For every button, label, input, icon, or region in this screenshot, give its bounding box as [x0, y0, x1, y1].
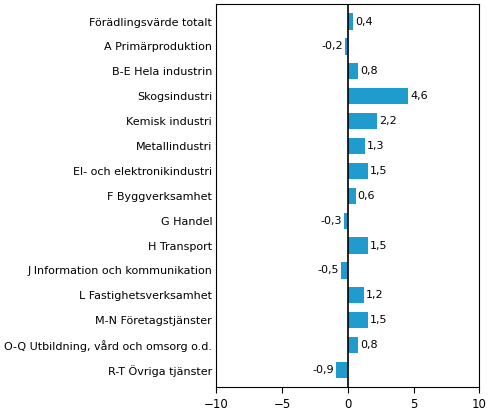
- Text: 0,4: 0,4: [355, 17, 373, 27]
- Bar: [348, 163, 368, 179]
- Bar: [348, 337, 358, 353]
- Text: 1,3: 1,3: [367, 141, 384, 151]
- Text: 2,2: 2,2: [379, 116, 397, 126]
- Bar: [336, 362, 348, 378]
- Text: 0,8: 0,8: [360, 340, 378, 350]
- Bar: [348, 113, 377, 129]
- Text: 1,5: 1,5: [370, 315, 387, 325]
- Bar: [348, 88, 409, 104]
- Text: 1,5: 1,5: [370, 166, 387, 176]
- Text: 0,8: 0,8: [360, 66, 378, 76]
- Bar: [348, 14, 353, 30]
- Text: 4,6: 4,6: [410, 91, 428, 101]
- Text: -0,2: -0,2: [322, 42, 343, 51]
- Bar: [348, 138, 365, 154]
- Text: 1,2: 1,2: [366, 290, 383, 300]
- Bar: [348, 312, 368, 328]
- Text: 1,5: 1,5: [370, 241, 387, 251]
- Bar: [348, 287, 364, 303]
- Bar: [345, 38, 348, 54]
- Text: -0,3: -0,3: [321, 216, 342, 226]
- Bar: [344, 212, 348, 229]
- Text: -0,9: -0,9: [312, 365, 334, 375]
- Bar: [348, 188, 356, 204]
- Bar: [341, 262, 348, 278]
- Text: 0,6: 0,6: [358, 191, 375, 201]
- Bar: [348, 237, 368, 254]
- Text: -0,5: -0,5: [318, 266, 339, 276]
- Bar: [348, 63, 358, 79]
